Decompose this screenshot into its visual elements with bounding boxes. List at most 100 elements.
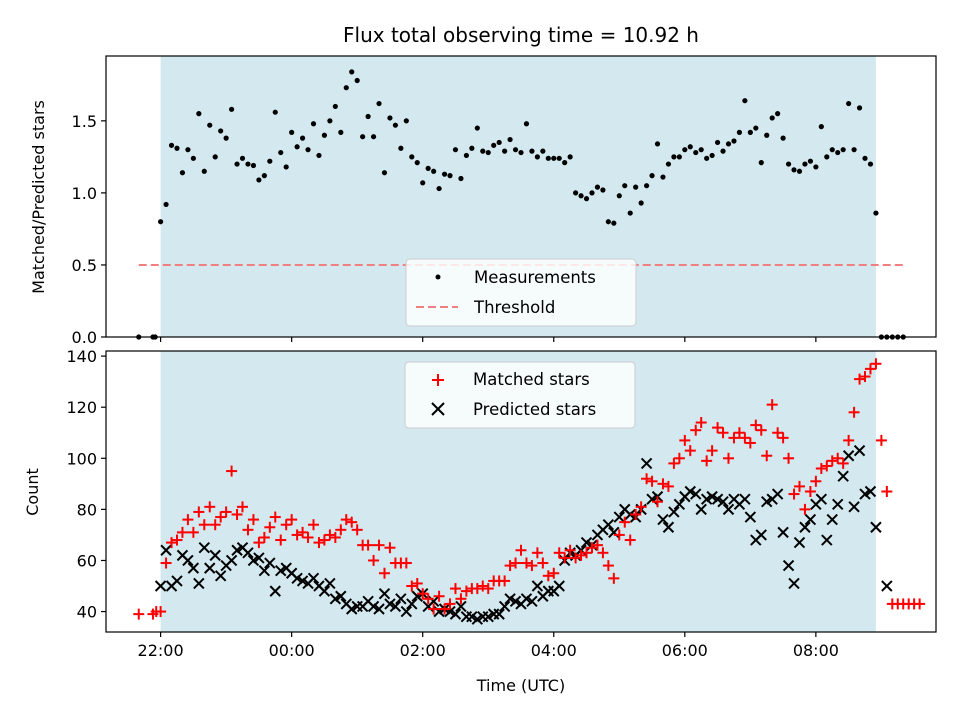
matched-point: [133, 608, 145, 620]
matched-point: [706, 445, 718, 457]
predicted-point: [717, 496, 729, 508]
predicted-point: [526, 595, 538, 608]
measurement-point: [791, 167, 797, 173]
measurement-point: [409, 154, 415, 160]
matched-point: [264, 521, 276, 533]
predicted-point: [335, 590, 347, 602]
matched-point: [684, 445, 696, 457]
measurement-point: [289, 129, 295, 135]
matched-point: [613, 529, 625, 541]
predicted-point: [378, 587, 391, 600]
measurement-point: [731, 138, 737, 144]
measurement-point: [698, 147, 704, 153]
matched-point: [253, 537, 265, 549]
measurement-point: [862, 155, 868, 161]
matched-point: [608, 572, 620, 584]
measurement-point: [785, 161, 792, 167]
measurement-point: [714, 139, 721, 146]
matched-point: [258, 531, 270, 543]
bottom-legend: Matched stars Predicted stars: [404, 361, 636, 429]
matched-point: [520, 557, 532, 569]
matched-point: [308, 519, 319, 531]
measurement-point: [278, 149, 284, 156]
matched-point: [291, 529, 303, 541]
measurement-point: [354, 77, 360, 84]
measurement-point: [239, 155, 246, 161]
matched-point: [428, 603, 440, 615]
measurement-point: [616, 193, 622, 199]
y-tick-label: 1.0: [72, 184, 97, 203]
measurement-point: [174, 145, 180, 151]
bottom-y-ticks: 40 60 80 100 120 140: [66, 347, 106, 622]
measurement-point: [207, 122, 213, 128]
measurement-point: [228, 106, 235, 112]
predicted-point: [182, 554, 194, 567]
matched-point: [531, 547, 543, 559]
measurement-point: [420, 180, 426, 186]
matched-point: [280, 519, 292, 531]
matched-point: [542, 570, 554, 582]
measurement-point: [818, 124, 824, 130]
measurement-point: [851, 147, 857, 153]
matched-point: [662, 480, 674, 492]
matched-point: [406, 580, 418, 592]
matched-point: [712, 422, 724, 434]
measurement-point: [196, 111, 202, 117]
matched-point: [362, 539, 374, 551]
measurement-point: [267, 158, 273, 164]
matched-point: [171, 534, 183, 546]
legend-measurements-marker: [435, 274, 441, 280]
measurement-point: [502, 148, 508, 154]
matched-point: [679, 434, 691, 446]
matched-point: [318, 534, 330, 546]
predicted-point: [154, 580, 167, 592]
matched-point: [155, 606, 167, 618]
measurement-point: [163, 201, 169, 208]
matched-point: [723, 452, 734, 464]
matched-point: [384, 542, 396, 554]
measurement-point: [392, 122, 399, 128]
measurement-point: [769, 115, 775, 121]
measurement-point: [643, 183, 650, 189]
bottom-y-axis-label: Count: [23, 468, 42, 516]
matched-point: [690, 424, 702, 436]
predicted-point: [755, 529, 767, 541]
measurement-point: [485, 149, 491, 156]
top-panel: Flux total observing time = 10.92 h 0.00…: [29, 23, 937, 347]
matched-point: [220, 506, 232, 518]
matched-point: [373, 539, 385, 551]
matched-point: [504, 560, 516, 572]
predicted-point: [690, 488, 702, 500]
matched-point: [198, 519, 210, 531]
predicted-point: [837, 470, 849, 482]
top-y-axis-label: Matched/Predicted stars: [29, 100, 48, 294]
measurement-point: [600, 187, 606, 193]
top-marks: [136, 69, 906, 340]
predicted-point: [193, 577, 205, 590]
legend-measurements-label: Measurements: [474, 268, 596, 287]
measurement-point: [349, 69, 355, 75]
matched-point: [499, 575, 511, 587]
predicted-point: [657, 513, 669, 526]
predicted-point: [771, 488, 784, 500]
predicted-point: [209, 549, 221, 562]
matched-point: [793, 480, 805, 492]
matched-point: [215, 511, 227, 523]
top-legend: Measurements Threshold: [405, 258, 637, 327]
measurement-point: [365, 113, 371, 120]
matched-point: [329, 531, 341, 543]
predicted-point: [826, 513, 838, 526]
measurement-point: [441, 171, 448, 177]
measurement-point: [234, 161, 240, 167]
measurement-point: [496, 139, 502, 146]
y-tick-label: 1.5: [72, 112, 97, 131]
measurement-point: [802, 161, 808, 167]
predicted-point: [695, 503, 707, 516]
matched-point: [237, 501, 249, 513]
measurement-point: [780, 135, 786, 141]
measurement-point: [338, 129, 344, 135]
predicted-point: [214, 570, 227, 582]
measurement-point: [218, 128, 224, 134]
y-tick-label: 0.5: [72, 256, 97, 275]
measurement-point: [512, 147, 519, 153]
